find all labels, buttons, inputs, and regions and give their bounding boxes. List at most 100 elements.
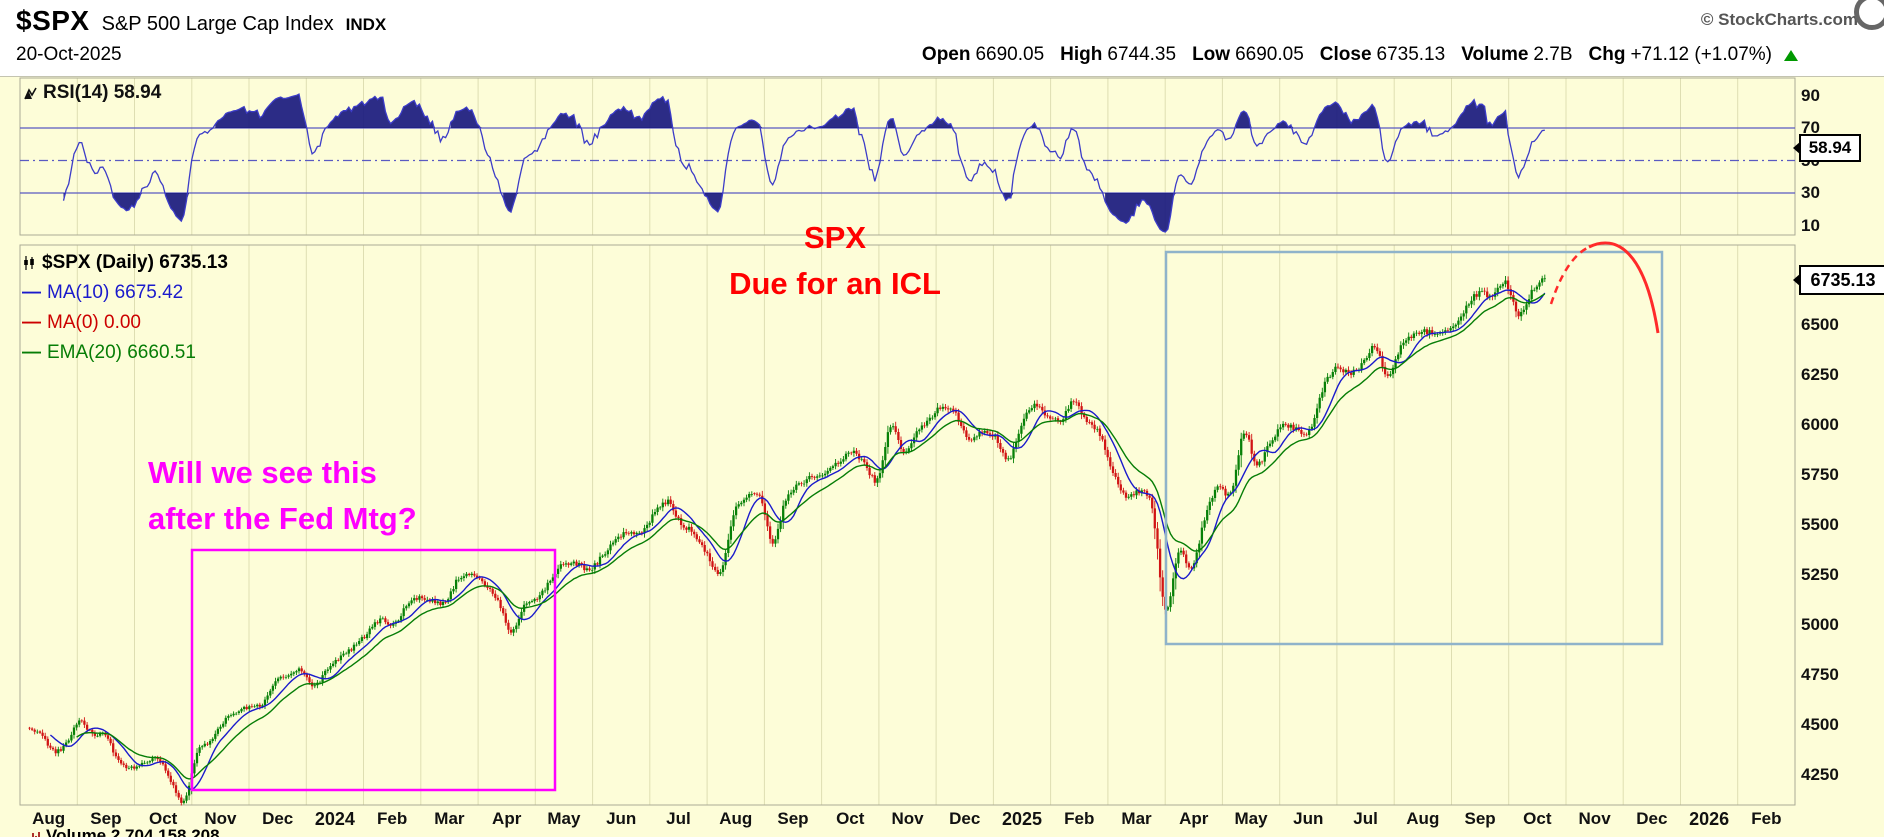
candles-up-bodies: [36, 278, 1546, 803]
x-axis-label-27: Nov: [1578, 809, 1611, 828]
x-axis-label-10: Jun: [606, 809, 637, 828]
x-axis-label-5: 2024: [314, 809, 355, 829]
quote-row: Open 6690.05 High 6744.35 Low 6690.05 Close 673…: [922, 44, 1798, 66]
price-axis-label-5250: 5250: [1801, 565, 1839, 584]
quote-value: 6690.05: [1235, 44, 1304, 65]
month-gridlines: [76, 78, 1739, 805]
annotation-red-line2: Due for an ICL: [729, 266, 941, 301]
price-axis-label-6250: 6250: [1801, 365, 1839, 384]
x-axis-label-17: 2025: [1001, 809, 1043, 829]
last-price-callout: 6735.13: [1793, 264, 1884, 295]
index-name: S&P 500 Large Cap Index: [101, 13, 334, 35]
rsi-line: [62, 93, 1545, 233]
legend-item-0: $SPX (Daily) 6735.13: [22, 252, 228, 274]
legend-line-swatch: —: [22, 342, 41, 363]
x-axis-label-23: Jul: [1353, 809, 1378, 828]
x-axis-label-3: Nov: [204, 809, 237, 828]
legend-item-3: — EMA(20) 6660.51: [22, 342, 196, 364]
x-axis-label-22: Jun: [1293, 809, 1324, 828]
annotation-red-text: SPX Due for an ICL: [635, 215, 1035, 307]
price-axis-label-5000: 5000: [1801, 615, 1839, 634]
price-axis-label-5750: 5750: [1801, 465, 1839, 484]
quote-value: 6690.05: [975, 44, 1045, 65]
x-axis-label-24: Aug: [1406, 809, 1440, 828]
corner-widget-icon[interactable]: [1854, 0, 1884, 30]
rsi-value-callout: 58.94: [1793, 133, 1861, 162]
legend-text: MA(0) 0.00: [47, 312, 141, 333]
annotation-magenta-text: Will we see this after the Fed Mtg?: [148, 450, 417, 542]
rsi-axis-label-30: 30: [1801, 183, 1820, 202]
x-axis-label-8: Apr: [492, 809, 522, 828]
indicator-icon: [24, 87, 37, 99]
quote-label: Volume: [1461, 44, 1529, 65]
x-axis-label-20: Apr: [1179, 809, 1209, 828]
annotation-magenta-line1: Will we see this: [148, 455, 377, 490]
projection-curve-down: [1588, 241, 1660, 334]
quote-chg: Chg +71.12 (+1.07%): [1589, 44, 1772, 66]
x-axis-label-0: Aug: [32, 809, 66, 828]
annotation-magenta-line2: after the Fed Mtg?: [148, 501, 417, 536]
exchange-label: INDX: [345, 15, 387, 34]
x-axis-label-21: May: [1234, 809, 1268, 828]
ema20-line: [76, 293, 1546, 780]
legend-item-2: — MA(0) 0.00: [22, 312, 141, 334]
price-axis-label-6000: 6000: [1801, 415, 1839, 434]
x-axis-label-4: Dec: [262, 809, 294, 828]
x-axis-label-7: Mar: [434, 809, 465, 828]
x-axis-label-26: Oct: [1523, 809, 1552, 828]
price-axis-label-4500: 4500: [1801, 715, 1839, 734]
legend-text: $SPX (Daily) 6735.13: [42, 252, 228, 273]
price-panel-border: [19, 244, 1796, 806]
price-axis-label-4250: 4250: [1801, 765, 1839, 784]
x-axis-label-12: Aug: [719, 809, 753, 828]
x-axis-label-9: May: [547, 809, 581, 828]
x-axis-label-25: Sep: [1464, 809, 1496, 828]
quote-value: 6744.35: [1107, 44, 1177, 65]
quote-value: 6735.13: [1376, 44, 1446, 65]
quote-close: Close 6735.13: [1320, 44, 1445, 66]
title-row: $SPX S&P 500 Large Cap Index INDX: [16, 5, 386, 37]
magenta-highlight-box: [190, 548, 557, 792]
x-axis-label-1: Sep: [90, 809, 122, 828]
price-axis-label-4750: 4750: [1801, 665, 1839, 684]
rsi-panel-border: [19, 77, 1796, 236]
annotation-red-line1: SPX: [803, 220, 867, 255]
rsi-axis-label-10: 10: [1801, 215, 1820, 235]
rsi-oversold-fill: [63, 193, 1176, 232]
quote-label: Low: [1192, 44, 1231, 65]
x-axis-label-29: 2026: [1689, 809, 1730, 829]
quote-value: +71.12 (+1.07%): [1630, 44, 1772, 65]
legend-text: MA(10) 6675.42: [47, 282, 184, 303]
x-axis-label-13: Sep: [777, 809, 809, 828]
volume-indicator-icon: [29, 832, 40, 837]
chart-background: [0, 76, 1884, 837]
symbol: $SPX: [16, 5, 90, 36]
quote-date: 20-Oct-2025: [16, 44, 122, 65]
quote-label: Chg: [1588, 44, 1626, 65]
quote-volume: Volume 2.7B: [1461, 44, 1572, 66]
rsi-legend: RSI(14) 58.94: [24, 82, 161, 104]
legend-text: EMA(20) 6660.51: [47, 342, 196, 363]
last-price-value: 6735.13: [1810, 269, 1876, 290]
legend-line-swatch: —: [22, 312, 41, 333]
quote-label: High: [1060, 44, 1103, 65]
x-axis-label-6: Feb: [377, 809, 408, 828]
x-axis-label-18: Feb: [1064, 809, 1095, 828]
quote-open: Open 6690.05: [922, 44, 1044, 66]
quote-low: Low 6690.05: [1192, 44, 1304, 66]
legend-item-1: — MA(10) 6675.42: [22, 282, 183, 304]
quote-value: 2.7B: [1533, 44, 1573, 65]
x-axis-label-2: Oct: [148, 809, 178, 828]
x-axis-label-19: Mar: [1121, 809, 1152, 828]
x-axis-label-16: Dec: [949, 809, 981, 828]
chg-up-arrow-icon: [1784, 49, 1798, 61]
x-axis-label-28: Dec: [1636, 809, 1668, 828]
price-axis-label-6500: 6500: [1801, 315, 1839, 334]
quote-label: Close: [1319, 44, 1372, 65]
x-axis-label-11: Jul: [666, 809, 691, 828]
x-axis-label-14: Oct: [836, 809, 865, 828]
rsi-callout-value: 58.94: [1808, 137, 1852, 157]
rsi-label: RSI(14) 58.94: [43, 82, 162, 103]
